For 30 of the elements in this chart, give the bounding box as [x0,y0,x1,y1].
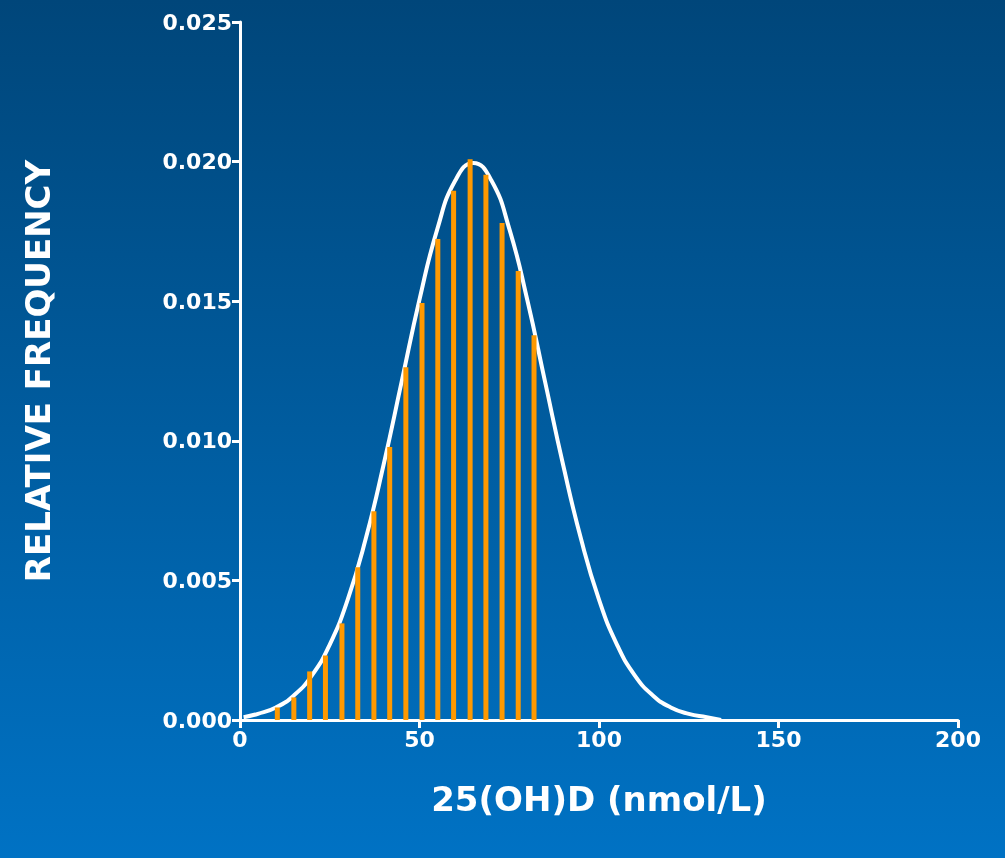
bar [435,238,441,720]
bar [467,159,473,720]
x-tick-label: 100 [576,726,622,752]
bar [371,511,377,720]
bar [403,367,409,720]
x-axis-title: 25(OH)D (nmol/L) [431,779,767,819]
y-tick-label: 0.025 [162,9,232,35]
bar [499,223,505,720]
bar [355,567,361,720]
y-tick-label: 0.015 [162,288,232,314]
bar [451,190,457,720]
bar [307,671,313,720]
x-tick-label: 150 [755,726,802,752]
x-tick-label: 200 [935,726,981,752]
y-tick-label: 0.010 [162,428,232,454]
bar [419,302,425,720]
bar [531,335,537,720]
bar [515,271,521,720]
bar [339,623,345,720]
y-tick-label: 0.000 [162,707,232,733]
x-tick-label: 0 [232,726,248,752]
y-tick-label: 0.005 [162,567,232,593]
x-tick-label: 50 [404,726,435,752]
bar [387,446,393,720]
y-tick-label: 0.020 [162,149,232,175]
bar [274,707,280,720]
bar [291,697,297,720]
bar [483,174,489,720]
bar [322,655,328,720]
y-axis-title: RELATIVE FREQUENCY [18,159,58,583]
